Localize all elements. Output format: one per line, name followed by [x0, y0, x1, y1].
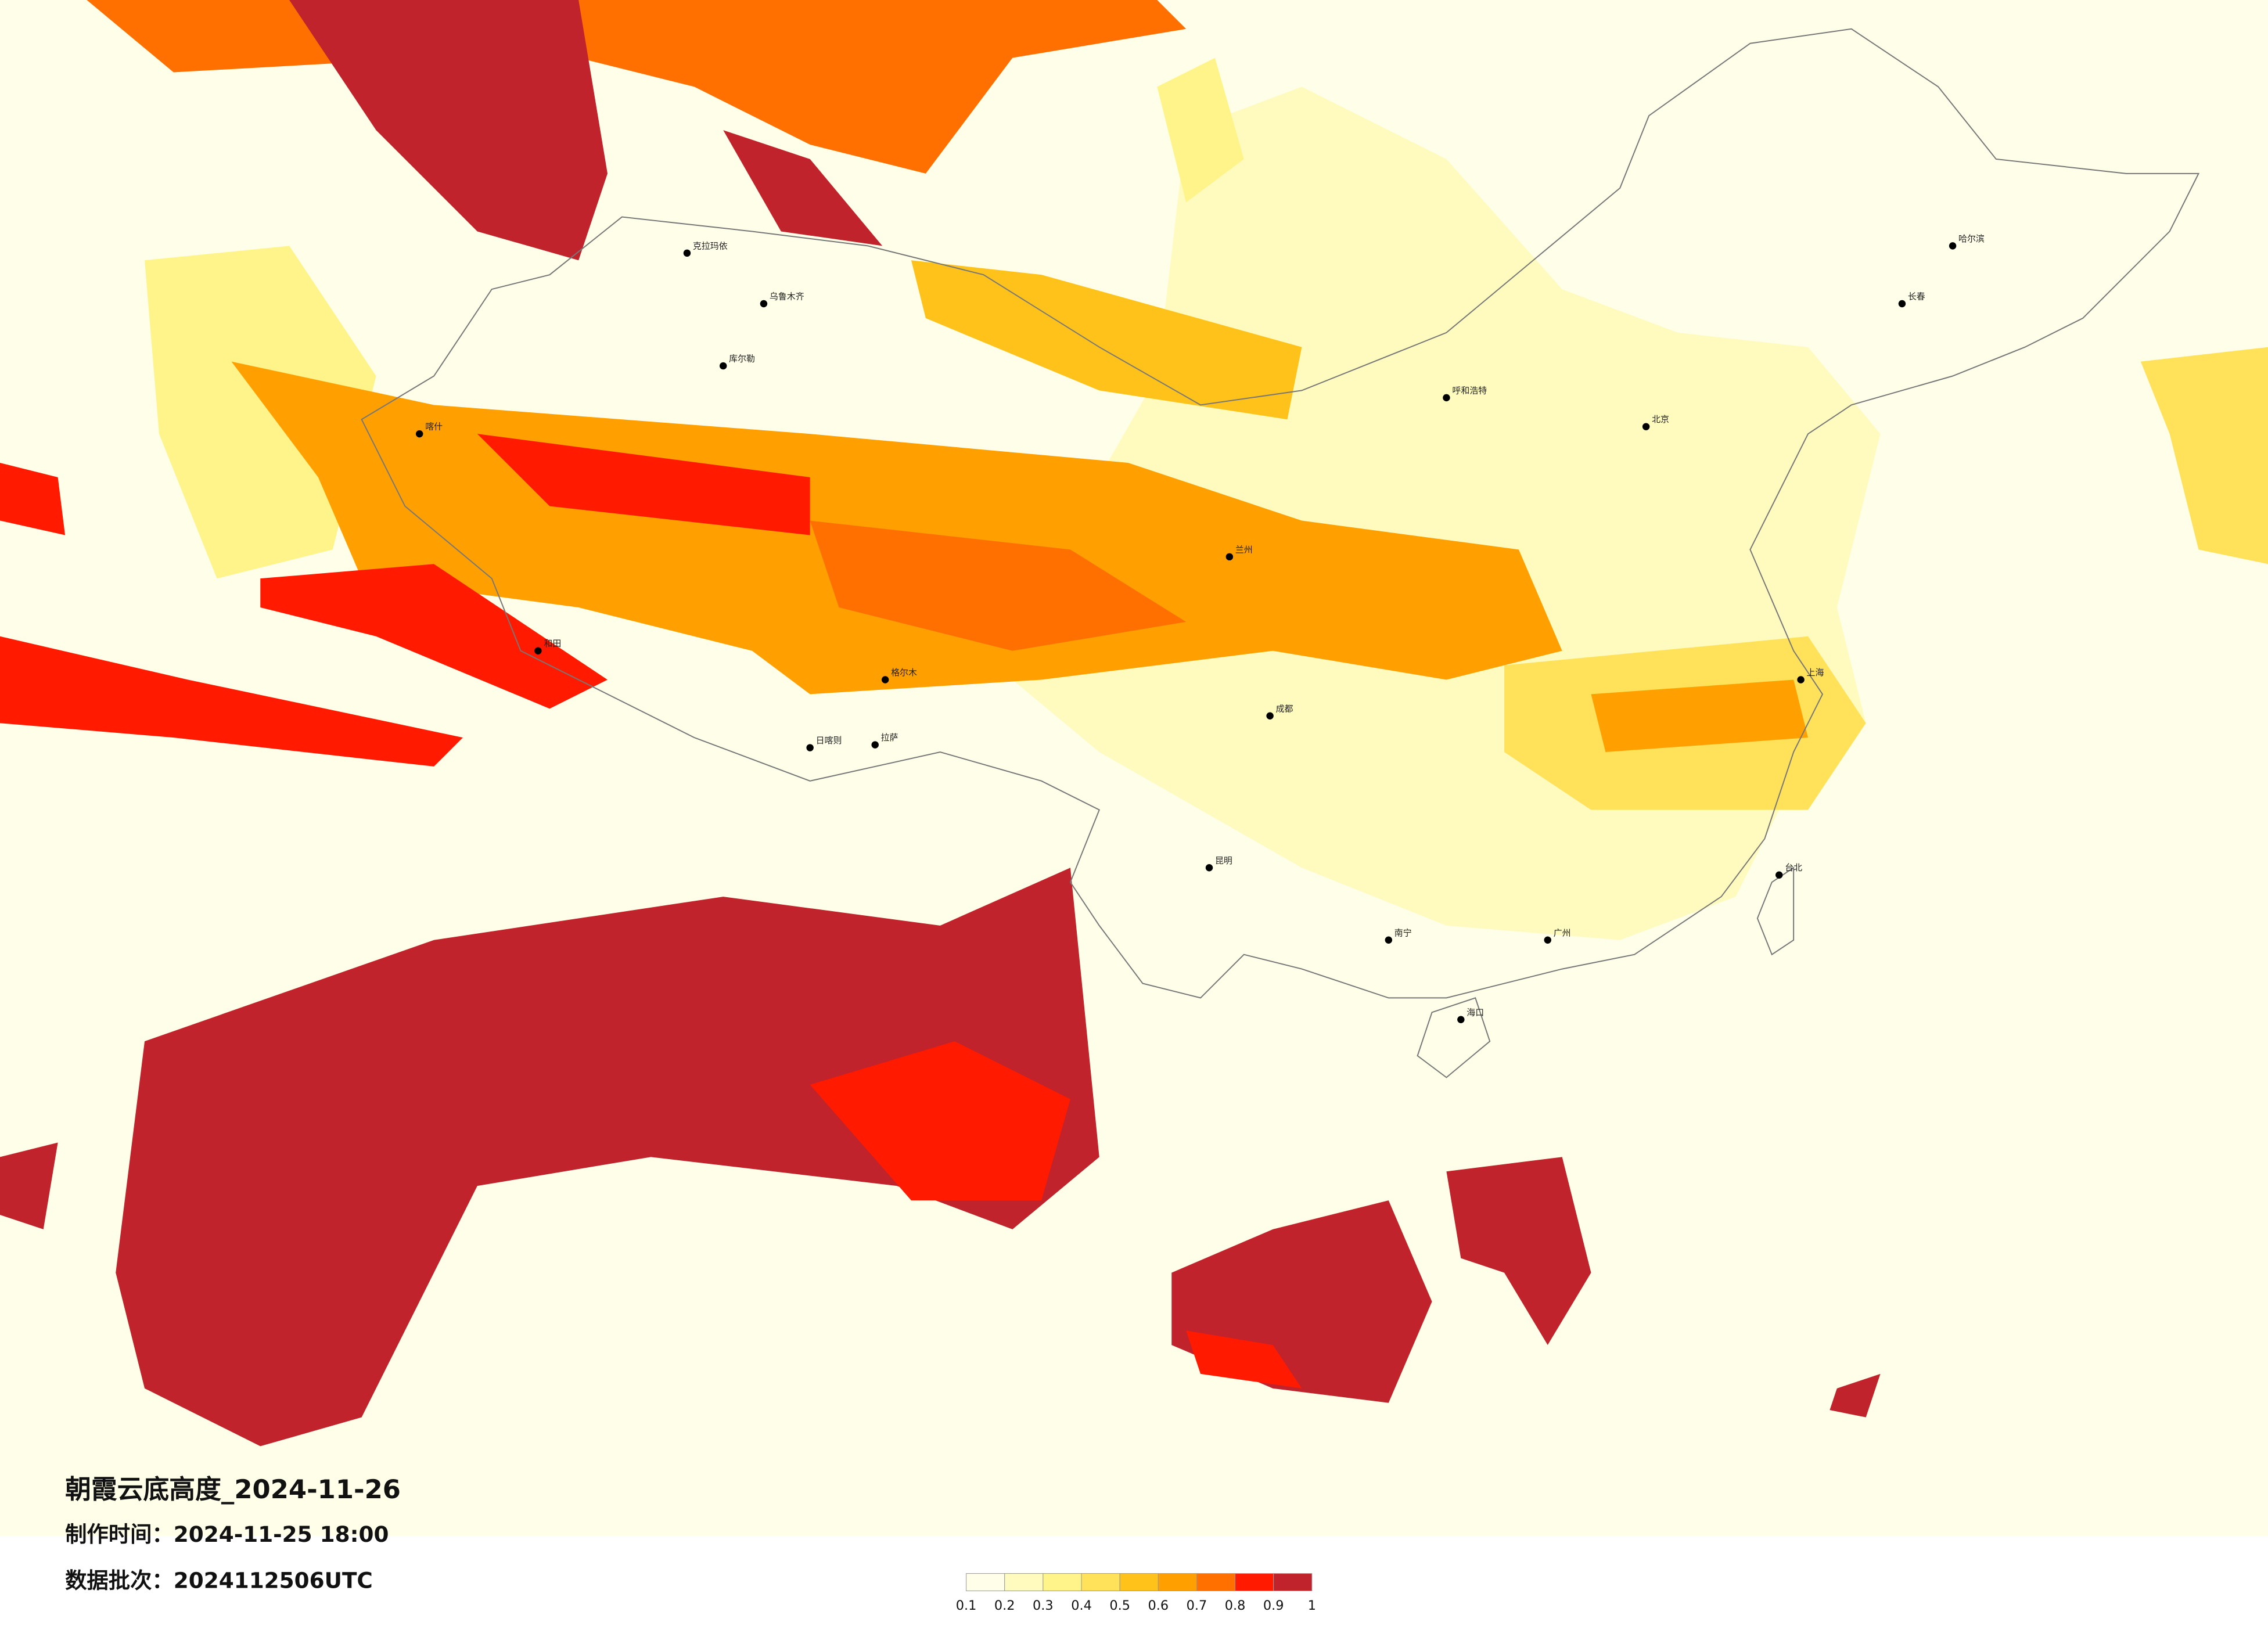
colorbar-bin: [1043, 1573, 1082, 1591]
colorbar-bin: [1004, 1573, 1044, 1591]
city-label: 和田: [544, 638, 561, 649]
city-label: 库尔勒: [729, 354, 755, 364]
colorbar-bin: [1196, 1573, 1236, 1591]
city-label: 日喀则: [816, 735, 842, 746]
cloud-field: [0, 0, 2268, 1536]
made-time: 制作时间：2024-11-25 18:00: [65, 1521, 389, 1547]
city-label: 长春: [1908, 292, 1925, 302]
colorbar-tick-label: 0.2: [994, 1598, 1015, 1613]
city-label: 兰州: [1235, 544, 1253, 555]
colorbar-tick-label: 0.5: [1109, 1598, 1130, 1613]
city-dots: [415, 242, 1957, 1023]
colorbar-tick-label: 0.9: [1263, 1598, 1284, 1613]
colorbar-bin: [1119, 1573, 1159, 1591]
colorbar: 0.1 0.2 0.3 0.4 0.5 0.6 0.7 0.8 0.9 1: [956, 1573, 1316, 1613]
colorbar-tick-label: 0.7: [1187, 1598, 1207, 1613]
colorbar-tick-label: 0.6: [1148, 1598, 1169, 1613]
city-label: 昆明: [1215, 855, 1232, 866]
city-label: 哈尔滨: [1958, 233, 1985, 244]
city-label: 乌鲁木齐: [770, 292, 804, 302]
city-label: 成都: [1276, 703, 1293, 714]
city-label: 喀什: [425, 422, 443, 432]
city-label: 拉萨: [881, 732, 898, 743]
colorbar-tick-label: 1: [1308, 1598, 1316, 1613]
boundaries: [361, 28, 2200, 1078]
city-label: 克拉玛依: [693, 240, 728, 251]
colorbar-bin: [1235, 1573, 1274, 1591]
city-label: 北京: [1652, 414, 1669, 425]
map-title: 朝霞云底高度_2024-11-26: [65, 1474, 401, 1505]
colorbar-bin: [1158, 1573, 1197, 1591]
city-label: 格尔木: [891, 667, 917, 678]
data-batch: 数据批次：2024112506UTC: [65, 1567, 373, 1593]
colorbar-bin: [1081, 1573, 1120, 1591]
city-label: 南宁: [1394, 927, 1412, 938]
city-label: 广州: [1554, 927, 1571, 938]
colorbar-tick-label: 0.8: [1225, 1598, 1246, 1613]
colorbar-tick-label: 0.1: [956, 1598, 977, 1613]
city-label: 海口: [1467, 1007, 1484, 1017]
colorbar-bin: [966, 1573, 1005, 1591]
city-label: 呼和浩特: [1452, 385, 1487, 395]
colorbar-tick-label: 0.4: [1071, 1598, 1092, 1613]
colorbar-tick-label: 0.3: [1033, 1598, 1054, 1613]
city-label: 台北: [1785, 862, 1802, 873]
city-label: 上海: [1807, 667, 1824, 678]
colorbar-bin: [1273, 1573, 1313, 1591]
